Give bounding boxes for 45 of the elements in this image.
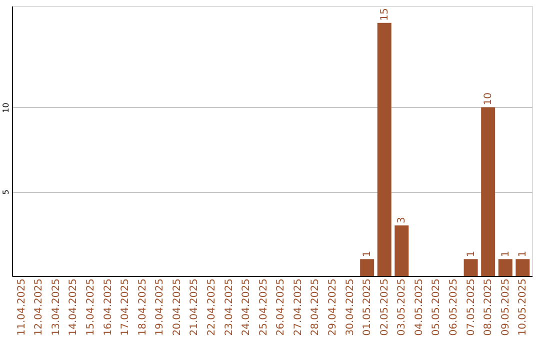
- bar: [360, 259, 374, 276]
- x-tick-label: 19.04.2025: [154, 278, 166, 336]
- x-tick-label: 18.04.2025: [137, 278, 148, 336]
- x-tick-label: 09.05.2025: [500, 278, 512, 336]
- data-label: 3: [396, 217, 408, 224]
- x-tick-label: 27.04.2025: [292, 278, 304, 336]
- x-tick-label: 22.04.2025: [206, 278, 218, 336]
- bar: [394, 225, 409, 276]
- bar: [481, 107, 496, 276]
- x-tick-label: 16.04.2025: [102, 278, 114, 336]
- x-tick-label: 02.05.2025: [379, 278, 390, 336]
- x-tick-label: 05.05.2025: [431, 278, 442, 336]
- y-tick-label: 5: [2, 190, 10, 195]
- x-tick-label: 06.05.2025: [448, 278, 460, 336]
- x-tick-label: 28.04.2025: [310, 278, 322, 336]
- data-label: 15: [379, 8, 390, 21]
- data-label: 10: [483, 92, 494, 106]
- x-tick-label: 29.04.2025: [328, 278, 339, 336]
- x-tick-label: 13.04.2025: [50, 278, 62, 336]
- x-tick-label: 11.04.2025: [16, 278, 28, 336]
- x-tick-label: 25.04.2025: [258, 278, 270, 336]
- data-label: 1: [500, 250, 512, 258]
- x-tick-label: 23.04.2025: [224, 278, 235, 336]
- data-label: 1: [362, 250, 374, 258]
- x-tick-label: 15.04.2025: [85, 278, 96, 336]
- x-tick-label: 01.05.2025: [362, 278, 374, 336]
- data-label: 1: [466, 250, 477, 258]
- x-tick-label: 08.05.2025: [483, 278, 494, 336]
- x-tick-label: 10.05.2025: [518, 278, 529, 336]
- x-tick-label: 07.05.2025: [466, 278, 477, 336]
- x-tick-label: 21.04.2025: [189, 278, 200, 336]
- x-tick-label: 24.04.2025: [241, 278, 252, 336]
- x-tick-label: 14.04.2025: [68, 278, 80, 336]
- x-tick-label: 20.04.2025: [172, 278, 183, 336]
- x-tick-label: 03.05.2025: [396, 278, 408, 336]
- x-tick-label: 17.04.2025: [120, 278, 132, 336]
- bar: [377, 22, 392, 276]
- x-tick-label: 12.04.2025: [34, 278, 45, 336]
- data-label: 1: [518, 250, 529, 258]
- bar: [516, 259, 530, 276]
- x-tick-label: 04.05.2025: [414, 278, 425, 336]
- bar: [498, 259, 512, 276]
- bar: [464, 259, 478, 276]
- x-tick-label: 26.04.2025: [276, 278, 287, 336]
- x-tick-label: 30.04.2025: [344, 278, 356, 336]
